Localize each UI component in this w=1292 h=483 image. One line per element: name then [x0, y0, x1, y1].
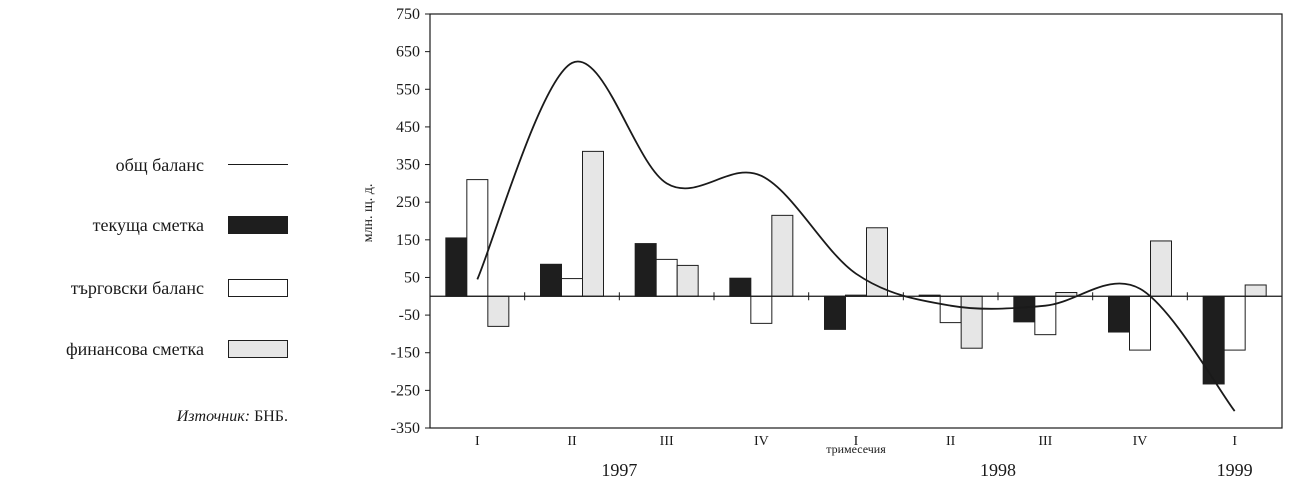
- bar-trade: [1223, 295, 1246, 351]
- x-tick-label: I: [1232, 434, 1237, 449]
- y-tick-label: 50: [404, 269, 420, 286]
- bar-current: [540, 263, 562, 297]
- bar-financial: [582, 150, 604, 297]
- x-tick-label: III: [660, 434, 674, 449]
- x-tick-label: I: [475, 434, 480, 449]
- y-tick-label: 550: [396, 81, 420, 98]
- legend-swatch-current: [228, 216, 288, 234]
- bar-financial: [960, 295, 983, 349]
- bar-current: [445, 237, 468, 297]
- legend: общ баланс текуща сметка търговски балан…: [0, 0, 300, 483]
- axes-layer: [425, 13, 1283, 429]
- x-tick-label: I: [854, 434, 859, 449]
- total-balance-line: [476, 60, 1236, 412]
- legend-item-current: текуща сметка: [0, 213, 300, 237]
- y-tick-label: -250: [391, 382, 420, 399]
- y-tick-label: 250: [396, 194, 420, 211]
- legend-label-trade: търговски баланс: [70, 278, 204, 298]
- legend-swatch-trade: [228, 279, 288, 297]
- legend-item-financial: финансова сметка: [0, 337, 300, 361]
- y-axis-title: млн. щ. д.: [361, 184, 376, 243]
- bar-financial: [1244, 284, 1267, 297]
- line-layer: [476, 60, 1236, 412]
- bar-current: [1202, 295, 1225, 385]
- bar-trade: [750, 295, 773, 324]
- source-note: Източник: БНБ.: [177, 408, 288, 426]
- plot-frame: [429, 13, 1283, 429]
- year-label: 1998: [980, 460, 1016, 480]
- legend-label-total: общ баланс: [115, 155, 204, 175]
- bars-layer: [445, 150, 1267, 385]
- x-tick-label: II: [567, 434, 577, 449]
- source-prefix: Източник:: [176, 408, 251, 425]
- x-tick-label: IV: [1133, 434, 1148, 449]
- bar-current: [634, 243, 657, 297]
- y-tick-label: 450: [396, 119, 420, 136]
- legend-item-trade: търговски баланс: [0, 276, 300, 300]
- bar-trade: [939, 295, 962, 324]
- bar-financial: [487, 295, 510, 327]
- y-tick-label: -50: [399, 307, 420, 324]
- bar-current: [824, 295, 846, 330]
- bar-financial: [771, 214, 794, 297]
- bar-financial: [1150, 240, 1172, 297]
- y-tick-label: 150: [396, 232, 420, 249]
- legend-line-swatch: [228, 164, 288, 165]
- x-tick-label: III: [1038, 434, 1052, 449]
- legend-label-current: текуща сметка: [92, 215, 204, 235]
- bar-trade: [655, 258, 678, 297]
- y-tick-label: 650: [396, 44, 420, 61]
- x-tick-label: IV: [754, 434, 769, 449]
- legend-item-total: общ баланс: [0, 153, 300, 177]
- source-text: БНБ.: [254, 408, 288, 425]
- bar-current: [1013, 295, 1036, 323]
- y-tick-label: -350: [391, 420, 420, 437]
- y-tick-label: 750: [396, 6, 420, 23]
- bar-financial: [676, 264, 699, 297]
- x-tick-label: II: [946, 434, 956, 449]
- bar-trade: [561, 278, 583, 297]
- bar-current: [729, 277, 752, 297]
- x-axis-title: тримесечия: [826, 442, 886, 456]
- bar-trade: [1034, 295, 1057, 336]
- y-tick-label: -150: [391, 345, 420, 362]
- legend-label-financial: финансова сметка: [66, 339, 204, 359]
- legend-swatch-financial: [228, 340, 288, 358]
- labels-layer: 750 650 550 450 350 250 150 50 -50 -150 -250 -350 мл…: [361, 6, 1253, 480]
- year-label: 1997: [601, 460, 637, 480]
- y-tick-label: 350: [396, 157, 420, 174]
- bar-current: [1108, 295, 1130, 333]
- bar-trade: [1129, 295, 1151, 351]
- year-label: 1999: [1217, 460, 1253, 480]
